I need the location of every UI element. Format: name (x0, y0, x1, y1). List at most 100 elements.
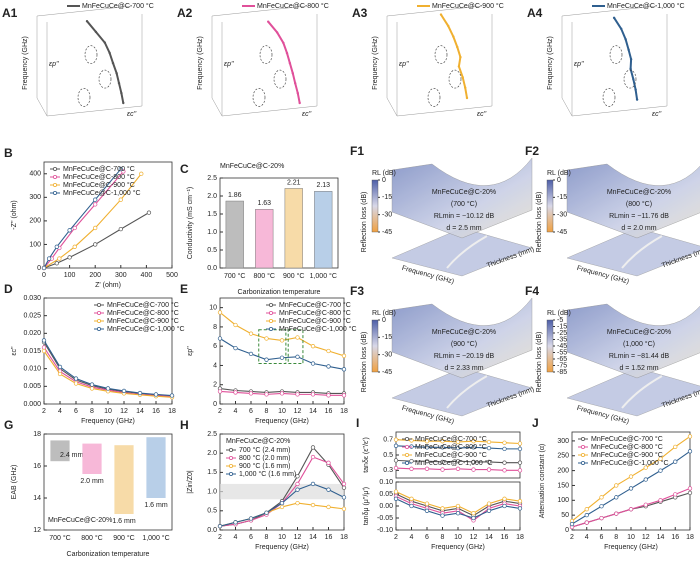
legend-label: MnFeCuCe@C-800 °C (63, 173, 135, 181)
x-tick-label: 16 (501, 534, 509, 541)
y-tick-label: 1.5 (207, 469, 217, 476)
data-point (121, 169, 126, 174)
x-axis-label: Frequency (GHz) (255, 544, 309, 551)
x-tick-label: 700 °C (49, 534, 70, 542)
data-point (326, 504, 331, 510)
condition-text: RLmin = −20.19 dB (434, 353, 495, 360)
floor (566, 227, 700, 277)
data-point (687, 434, 693, 439)
panel-label: C (180, 162, 189, 176)
legend-marker (228, 463, 233, 468)
data-point (295, 481, 300, 487)
x-tick-label: 14 (309, 534, 317, 541)
data-point (93, 197, 98, 202)
x-tick-label: 18 (516, 534, 524, 541)
x-axis-label: Z' (ohm) (95, 282, 121, 289)
data-point (424, 439, 430, 444)
data-point (612, 16, 616, 20)
y-tick-label: 1.0 (207, 488, 217, 495)
x-tick-label: 10 (627, 534, 635, 541)
panel-label: B (4, 146, 13, 160)
axis-frame (36, 97, 48, 117)
x-tick-label: 2 (218, 408, 222, 415)
panel-label: G (4, 418, 13, 432)
x-tick-label: 16 (325, 408, 333, 415)
data-point (455, 503, 461, 509)
y-tick-label: 10 (209, 304, 217, 311)
condition-text: (700 °C) (451, 200, 477, 208)
legend-marker (581, 444, 586, 449)
data-point (233, 322, 238, 328)
data-point (465, 96, 469, 100)
data-point (111, 61, 115, 65)
legend-marker (404, 444, 409, 449)
data-point (599, 495, 604, 500)
data-point (264, 357, 269, 362)
data-point (486, 501, 492, 506)
relaxation-circle (434, 45, 448, 65)
condition-text: RLmin = −11.76 dB (609, 213, 669, 220)
data-point (393, 458, 399, 463)
colorbar-tick-label: -30 (382, 352, 392, 359)
y-tick-label: 18 (33, 431, 41, 438)
axis-frame (221, 105, 318, 117)
y-tick-label: 200 (557, 467, 569, 474)
data-point (264, 510, 269, 515)
condition-text: RLmin = −81.44 dB (609, 353, 670, 360)
condition-text: d = 2.33 mm (444, 365, 483, 372)
data-point (502, 503, 507, 509)
data-point (452, 35, 455, 38)
y-axis-label: εc'' (11, 346, 18, 355)
data-point (634, 88, 637, 91)
data-point (310, 454, 316, 460)
data-point (424, 501, 430, 506)
y-tick-label: 6 (213, 343, 217, 350)
data-point (517, 441, 523, 446)
data-point (517, 468, 523, 473)
x-tick-label: 8 (90, 408, 94, 415)
series-line (613, 17, 639, 100)
x-tick-label: 0 (42, 272, 46, 279)
x-tick-label: 4 (234, 408, 238, 415)
data-point (93, 242, 98, 247)
colorbar-tick-label: 0 (557, 177, 561, 184)
annotation: εp'' (399, 61, 409, 68)
range-bar (146, 437, 166, 498)
data-point (310, 361, 316, 366)
x-tick-label: 6 (249, 534, 253, 541)
colorbar (546, 179, 554, 233)
data-point (41, 338, 47, 343)
data-point (614, 511, 619, 516)
axis-frame (211, 5, 308, 17)
data-point (295, 487, 300, 492)
legend-marker (581, 452, 586, 457)
data-point (285, 51, 289, 55)
x-tick-label: 18 (168, 408, 176, 415)
data-point (517, 499, 523, 504)
annotation: MnFeCuCe@C-20% (48, 517, 112, 524)
x-tick-label: 1,000 °C (142, 534, 169, 542)
data-point (393, 437, 399, 442)
highlight-box (287, 329, 304, 365)
panel-label: E (180, 282, 188, 296)
legend-label: MnFeCuCe@C-900 °C (591, 451, 663, 459)
data-point (89, 382, 95, 387)
x-tick-label: 14 (657, 534, 665, 541)
panel-label: F1 (350, 144, 364, 158)
data-point (310, 392, 316, 397)
condition-text: d = 2.0 mm (621, 225, 656, 232)
z-axis-label: Frequency (GHz) (22, 36, 29, 90)
data-point (105, 386, 111, 391)
axis-frame (561, 97, 573, 117)
data-point (248, 391, 254, 396)
data-point (326, 487, 331, 492)
bar (225, 200, 244, 269)
data-point (294, 82, 297, 85)
data-point (120, 91, 123, 95)
y-axis-label: Attenuation constant (α) (539, 444, 546, 518)
data-point (628, 474, 634, 479)
data-point (424, 458, 430, 464)
z-axis-label: Reflection loss (dB) (361, 332, 368, 393)
legend-label: MnFeCuCe@C-1,000 °C (107, 325, 185, 333)
data-point (54, 261, 59, 266)
